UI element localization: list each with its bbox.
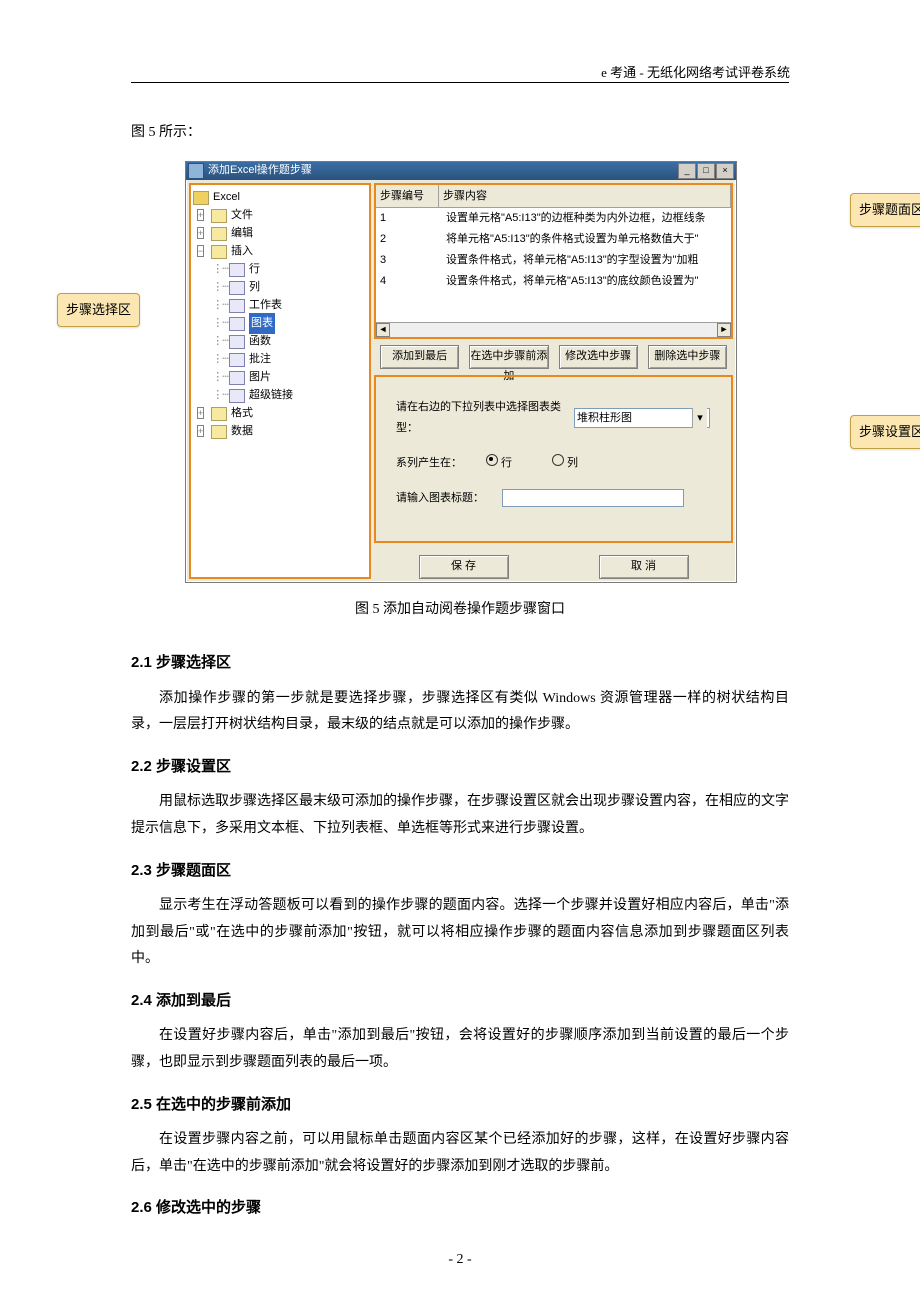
expand-toggle[interactable]: + [197,227,204,239]
series-label: 系列产生在： [396,453,476,474]
col-header-number[interactable]: 步骤编号 [376,185,439,208]
chart-title-label: 请输入图表标题： [396,488,492,509]
collapse-toggle[interactable]: − [197,245,204,257]
cancel-button[interactable]: 取 消 [599,555,689,579]
section-heading-2-5: 2.5 在选中的步骤前添加 [131,1091,789,1120]
folder-icon [211,227,227,241]
leaf-icon [229,299,245,313]
leaf-icon [229,317,245,331]
callout-select-area: 步骤选择区 [57,293,140,328]
paragraph: 显示考生在浮动答题板可以看到的操作步骤的题面内容。选择一个步骤并设置好相应内容后… [131,893,789,973]
combo-label: 请在右边的下拉列表中选择图表类型： [396,397,564,439]
figure-5: 步骤选择区 步骤题面区 步骤设置区 添加Excel操作题步骤 _ □ × [185,161,843,591]
radio-row[interactable] [486,454,498,466]
folder-icon [211,245,227,259]
cell-num: 1 [376,208,442,229]
window-title: 添加Excel操作题步骤 [208,160,678,181]
header-rule [131,82,789,83]
paragraph: 在设置步骤内容之前，可以用鼠标单击题面内容区某个已经添加好的步骤，这样，在设置好… [131,1127,789,1180]
cell-content: 设置条件格式，将单元格"A5:I13"的字型设置为"加粗 [442,250,731,271]
step-select-tree[interactable]: Excel +文件 +编辑 −插入 ⋮┄行 ⋮┄列 ⋮┄工作表 ⋮┄图表 ⋮┄函… [189,183,371,579]
callout-face-area: 步骤题面区 [850,193,920,228]
figure-caption: 图 5 添加自动阅卷操作题步骤窗口 [131,597,789,624]
chevron-down-icon[interactable]: ▾ [692,408,707,429]
section-heading-2-2: 2.2 步骤设置区 [131,753,789,782]
step-settings-panel: 请在右边的下拉列表中选择图表类型： 堆积柱形图 ▾ 系列产生在： 行 列 [374,375,733,542]
add-to-last-button[interactable]: 添加到最后 [380,345,459,369]
table-row[interactable]: 2将单元格"A5:I13"的条件格式设置为单元格数值大于" [376,229,731,250]
cell-num: 2 [376,229,442,250]
page-number: - 2 - [131,1247,789,1274]
leaf-icon [229,281,245,295]
radio-col[interactable] [552,454,564,466]
expand-toggle[interactable]: + [197,209,204,221]
cell-num: 4 [376,271,442,292]
paragraph: 在设置好步骤内容后，单击"添加到最后"按钮，会将设置好的步骤顺序添加到当前设置的… [131,1023,789,1076]
scroll-track[interactable] [390,323,717,337]
radio-row-label: 行 [501,457,512,469]
expand-toggle[interactable]: + [197,407,204,419]
section-heading-2-6: 2.6 修改选中的步骤 [131,1194,789,1223]
section-heading-2-1: 2.1 步骤选择区 [131,649,789,678]
tree-node-data[interactable]: 数据 [231,421,253,442]
folder-icon [211,425,227,439]
horizontal-scrollbar[interactable]: ◄ ► [376,322,731,337]
col-header-content[interactable]: 步骤内容 [439,185,731,208]
cell-content: 设置条件格式，将单元格"A5:I13"的底纹颜色设置为" [442,271,731,292]
delete-selected-button[interactable]: 删除选中步骤 [648,345,727,369]
leaf-icon [229,389,245,403]
table-row[interactable]: 1设置单元格"A5:I13"的边框种类为内外边框，边框线条 [376,208,731,229]
book-icon [193,191,209,205]
scroll-left-button[interactable]: ◄ [376,323,390,337]
chart-type-combo[interactable]: 堆积柱形图 ▾ [574,408,710,428]
callout-set-area: 步骤设置区 [850,415,920,450]
paragraph: 添加操作步骤的第一步就是要选择步骤，步骤选择区有类似 Windows 资源管理器… [131,686,789,739]
leaf-icon [229,353,245,367]
folder-icon [211,407,227,421]
leaf-icon [229,263,245,277]
minimize-button[interactable]: _ [678,163,696,179]
scroll-right-button[interactable]: ► [717,323,731,337]
paragraph: 用鼠标选取步骤选择区最末级可添加的操作步骤，在步骤设置区就会出现步骤设置内容，在… [131,789,789,842]
leaf-icon [229,335,245,349]
section-heading-2-4: 2.4 添加到最后 [131,987,789,1016]
titlebar[interactable]: 添加Excel操作题步骤 _ □ × [186,162,736,180]
cell-content: 设置单元格"A5:I13"的边框种类为内外边框，边框线条 [442,208,731,229]
maximize-button[interactable]: □ [697,163,715,179]
close-button[interactable]: × [716,163,734,179]
document-body: 图 5 所示： 步骤选择区 步骤题面区 步骤设置区 添加Excel操作题步骤 _… [131,120,789,1273]
page-header: e 考通 - 无纸化网络考试评卷系统 [601,62,790,81]
section-heading-2-3: 2.3 步骤题面区 [131,857,789,886]
expand-toggle[interactable]: + [197,425,204,437]
cell-num: 3 [376,250,442,271]
steps-table[interactable]: 步骤编号 步骤内容 1设置单元格"A5:I13"的边框种类为内外边框，边框线条 … [374,183,733,340]
folder-icon [211,209,227,223]
leaf-icon [229,371,245,385]
save-button[interactable]: 保 存 [419,555,509,579]
combo-value: 堆积柱形图 [577,408,632,429]
radio-col-label: 列 [567,457,578,469]
add-before-selected-button[interactable]: 在选中步骤前添加 [469,345,548,369]
cell-content: 将单元格"A5:I13"的条件格式设置为单元格数值大于" [442,229,731,250]
tree-node-link[interactable]: 超级链接 [249,385,293,406]
chart-title-input[interactable] [502,489,684,507]
table-row[interactable]: 3设置条件格式，将单元格"A5:I13"的字型设置为"加粗 [376,250,731,271]
app-icon [188,163,204,179]
intro-reference: 图 5 所示： [131,120,789,147]
dialog-window: 添加Excel操作题步骤 _ □ × Excel +文件 +编辑 [185,161,737,583]
table-row[interactable]: 4设置条件格式，将单元格"A5:I13"的底纹颜色设置为" [376,271,731,292]
modify-selected-button[interactable]: 修改选中步骤 [559,345,638,369]
